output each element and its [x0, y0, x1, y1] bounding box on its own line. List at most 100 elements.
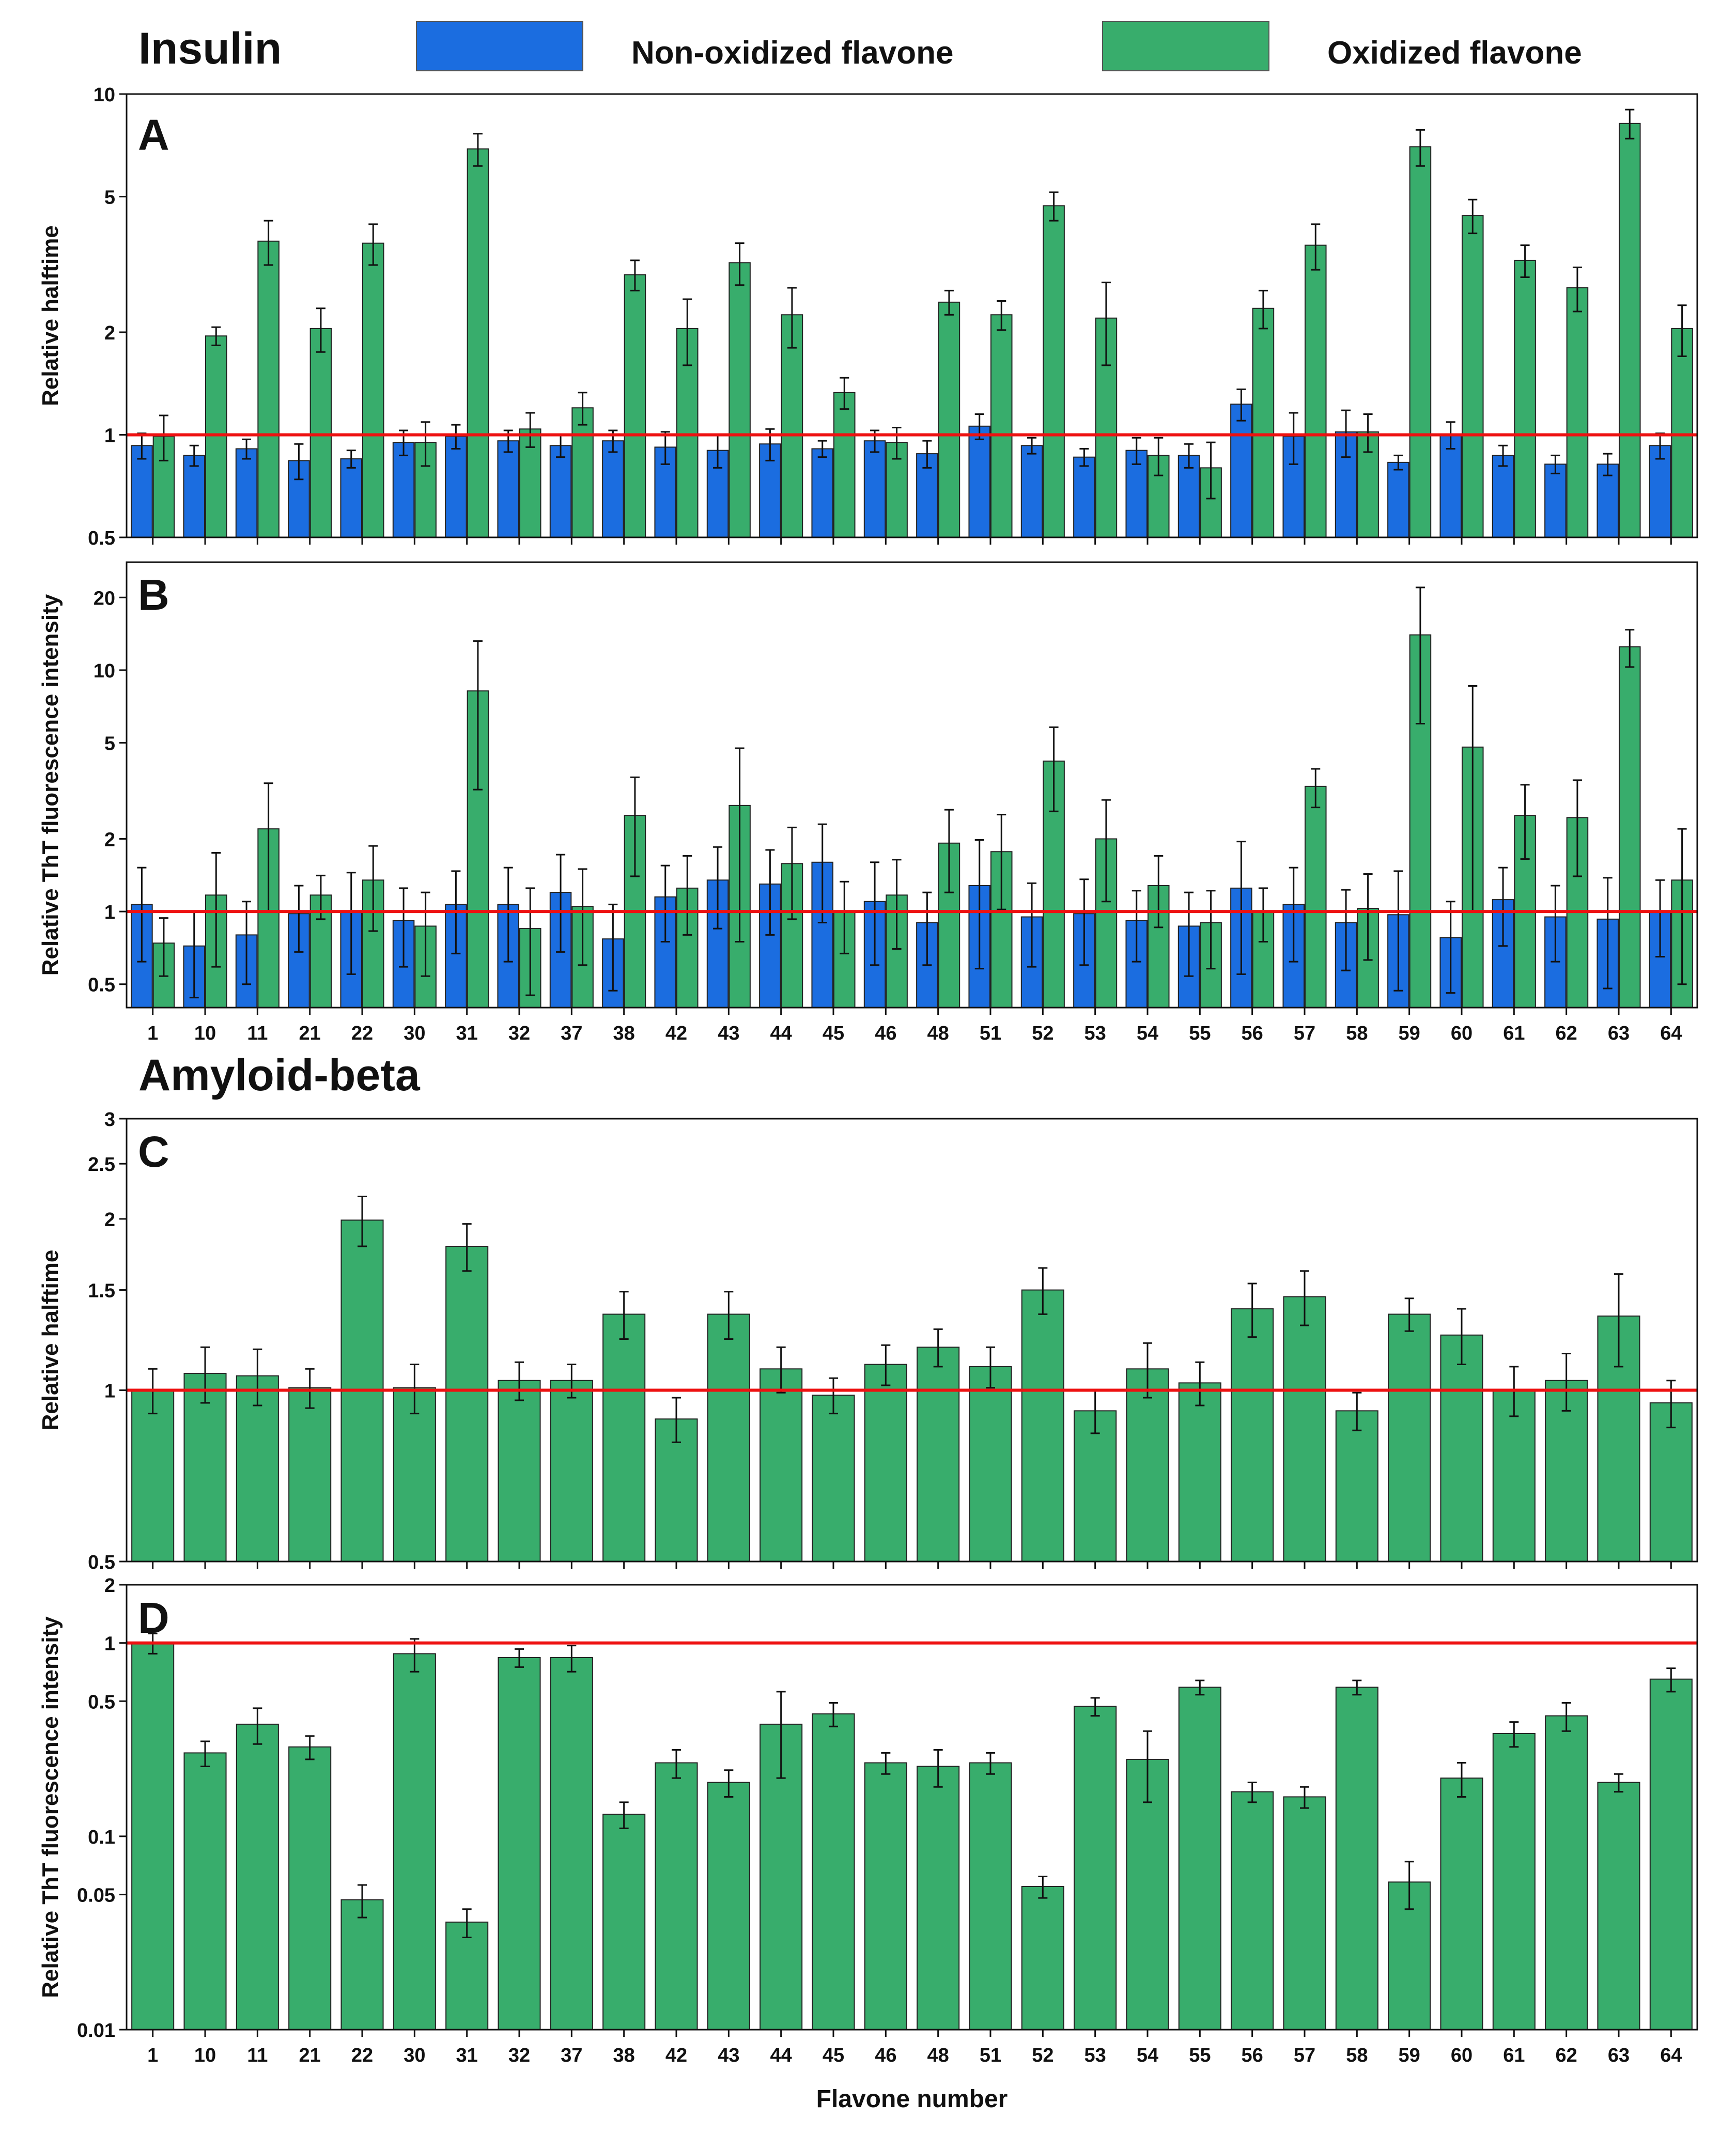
bar-oxidized [1649, 1678, 1693, 2030]
bar-oxidized [1440, 1778, 1483, 2030]
legend-swatch-non-oxidized [416, 21, 583, 71]
x-tick-label: 32 [508, 1023, 530, 1044]
bar-oxidized [602, 1814, 646, 2030]
bar-oxidized [1619, 646, 1641, 1009]
y-tick-label: 10 [94, 84, 115, 106]
x-tick-label: 38 [613, 2045, 635, 2066]
legend-label-non-oxidized: Non-oxidized flavone [631, 35, 953, 71]
bar-oxidized [917, 1347, 960, 1562]
x-tick-label: 44 [770, 2045, 792, 2066]
bar-oxidized [340, 1899, 384, 2030]
x-tick-label: 10 [194, 2045, 216, 2066]
x-tick-label: 53 [1084, 1023, 1106, 1044]
bar-oxidized [393, 1653, 436, 2031]
y-tick-label: 1 [104, 425, 115, 446]
x-tick-label: 61 [1503, 1023, 1525, 1044]
bar-non-oxidized [968, 425, 991, 538]
y-tick-label: 20 [94, 588, 115, 609]
y-tick-label: 2 [104, 1209, 115, 1231]
bar-oxidized [1021, 1289, 1064, 1563]
legend-swatch-oxidized [1102, 21, 1269, 71]
y-tick-label: 5 [104, 733, 115, 755]
panel-c-chart: 0.5 1 1.5 2 2.5 3 Relative halftime C [38, 1109, 1698, 1573]
y-tick-label: 0.5 [88, 1691, 115, 1713]
y-tick-label: 1 [104, 1633, 115, 1655]
bar-non-oxidized [1492, 455, 1514, 538]
x-axis-label: Flavone number [816, 2085, 1008, 2113]
x-tick-label: 60 [1451, 2045, 1473, 2066]
y-tick-label: 2 [104, 829, 115, 851]
bar-non-oxidized [392, 442, 415, 538]
legend: Non-oxidized flavone Oxidized flavone [416, 21, 1582, 71]
x-tick-label: 51 [980, 1023, 1001, 1044]
bar-oxidized [445, 1921, 489, 2030]
x-tick-label: 63 [1608, 1023, 1630, 1044]
x-tick-label: 48 [927, 1023, 949, 1044]
bar-oxidized [1043, 205, 1065, 538]
bar-oxidized [938, 301, 960, 538]
x-tick-label: 64 [1660, 2045, 1682, 2066]
x-tick-label: 30 [404, 2045, 425, 2066]
bar-oxidized [1514, 259, 1536, 538]
x-tick-label: 54 [1137, 1023, 1158, 1044]
bar-oxidized [362, 242, 384, 538]
x-tick-label: 62 [1556, 2045, 1577, 2066]
insulin-title: Insulin [138, 24, 282, 73]
x-tick-label: 31 [456, 2045, 478, 2066]
bar-oxidized [467, 148, 489, 538]
x-tick-label: 45 [823, 2045, 844, 2066]
bar-oxidized [1409, 146, 1432, 538]
x-tick-label: 58 [1346, 2045, 1368, 2066]
y-axis-label: Relative ThT fluorescence intensity [38, 1616, 63, 1998]
y-tick-label: 0.1 [88, 1827, 115, 1848]
bar-oxidized [1462, 215, 1484, 538]
plot-border [126, 1584, 1698, 2031]
panel-a-chart: 0.5 1 2 5 10 Relative halftime A [38, 84, 1698, 549]
bar-oxidized [1283, 1796, 1326, 2031]
x-tick-label: 1 [147, 2045, 158, 2066]
bar-non-oxidized [602, 440, 624, 538]
x-tick-label: 59 [1399, 2045, 1420, 2066]
bar-non-oxidized [811, 448, 834, 538]
bar-oxidized [864, 1364, 907, 1563]
plot-border [126, 93, 1698, 538]
bar-oxidized [183, 1373, 227, 1562]
x-tick-label: 55 [1189, 1023, 1211, 1044]
y-tick-label: 0.5 [88, 528, 115, 549]
x-tick-label: 64 [1660, 1023, 1682, 1044]
panel-d-chart: 0.01 0.05 0.1 0.5 1 2 Relative ThT fluorescenc… [38, 1575, 1698, 2113]
bar-non-oxidized [340, 458, 363, 538]
x-tick-label: 37 [561, 1023, 582, 1044]
bar-oxidized [969, 1762, 1012, 2031]
bar-non-oxidized [1073, 456, 1095, 538]
y-tick-label: 2.5 [88, 1154, 115, 1176]
bar-oxidized [917, 1766, 960, 2030]
legend-label-oxidized: Oxidized flavone [1327, 35, 1582, 71]
y-axis-label: Relative halftime [38, 1250, 63, 1431]
y-tick-label: 0.01 [77, 2020, 115, 2042]
plot-border [126, 561, 1698, 1009]
bar-oxidized [1619, 122, 1641, 538]
bar-oxidized [990, 314, 1013, 538]
x-tick-label: 45 [823, 1023, 844, 1044]
x-tick-label: 52 [1032, 2045, 1053, 2066]
plot-frame [126, 1118, 1698, 1563]
bar-non-oxidized [183, 455, 206, 538]
bar-non-oxidized [1230, 404, 1252, 538]
bar-oxidized [1231, 1791, 1274, 2031]
bar-oxidized [571, 407, 594, 538]
bar-oxidized [131, 1642, 175, 2030]
bar-oxidized [864, 1762, 907, 2031]
bar-non-oxidized [549, 445, 572, 538]
bar-oxidized [257, 240, 280, 538]
x-tick-label: 54 [1137, 2045, 1158, 2066]
bar-oxidized [1305, 244, 1327, 538]
x-tick-label: 56 [1242, 2045, 1263, 2066]
bar-oxidized [1178, 1382, 1221, 1562]
plot-border [126, 1118, 1698, 1563]
bar-oxidized [498, 1380, 541, 1562]
y-tick-label: 2 [104, 322, 115, 344]
bar-oxidized [550, 1657, 593, 2030]
bar-oxidized [812, 1395, 855, 1562]
